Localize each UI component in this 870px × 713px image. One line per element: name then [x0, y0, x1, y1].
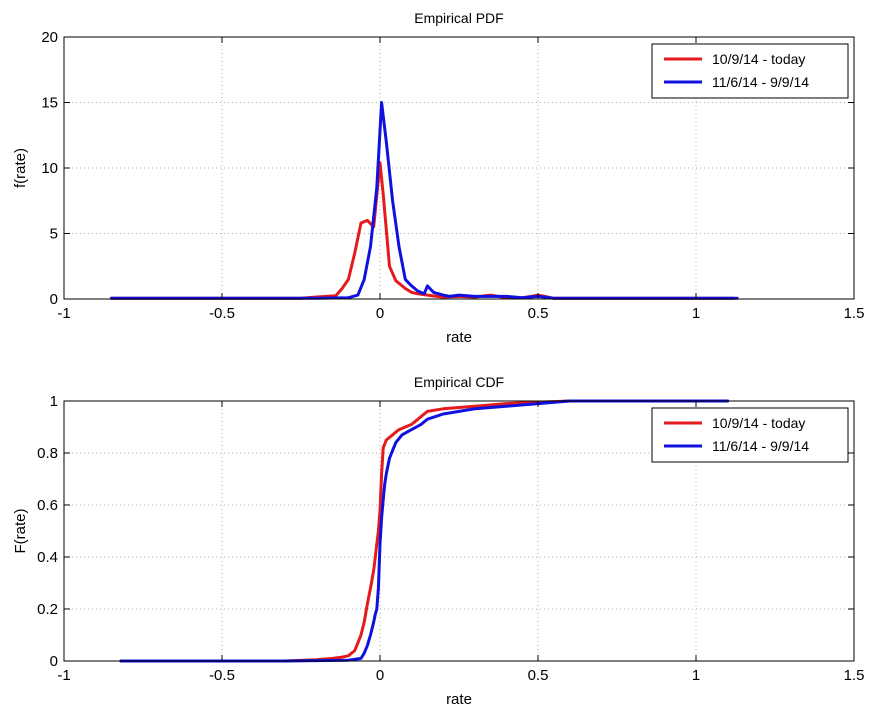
chart-title: Empirical PDF — [414, 10, 503, 26]
y-tick-label: 1 — [50, 393, 58, 410]
y-axis-label: f(rate) — [12, 148, 29, 188]
y-tick-label: 5 — [50, 226, 58, 243]
y-tick-label: 0.2 — [37, 601, 58, 618]
pdf-panel: -1 -0.5 0 0.5 1 1.5 0 5 10 15 20 Empirical PDF rate f… — [12, 10, 864, 346]
y-tick-label: 0.8 — [37, 445, 58, 462]
legend: 10/9/14 - today 11/6/14 - 9/9/14 — [651, 43, 849, 99]
chart-title: Empirical CDF — [414, 374, 504, 390]
legend-label: 11/6/14 - 9/9/14 — [712, 438, 809, 454]
y-tick-label: 0.4 — [37, 549, 58, 566]
series-line-1 — [119, 399, 730, 663]
y-axis-label: F(rate) — [12, 508, 29, 553]
x-tick-label: 1 — [692, 667, 700, 684]
axes-box — [63, 400, 855, 662]
y-tick-label: 15 — [41, 95, 58, 112]
x-tick-label: 0 — [376, 305, 384, 322]
y-tick-label: 0 — [50, 291, 58, 308]
legend-box — [651, 43, 849, 99]
x-tick-label: -1 — [57, 667, 70, 684]
series-line-2 — [119, 399, 730, 663]
x-axis-label: rate — [446, 691, 472, 708]
cdf-panel: -1 -0.5 0 0.5 1 1.5 0 0.2 0.4 0.6 0.8 1 Empirical CD… — [12, 374, 864, 708]
legend-label: 10/9/14 - today — [712, 51, 805, 67]
x-tick-label: 1.5 — [844, 667, 865, 684]
x-tick-label: -0.5 — [209, 305, 235, 322]
y-tick-label: 20 — [41, 29, 58, 46]
x-tick-label: -1 — [57, 305, 70, 322]
x-tick-label: -0.5 — [209, 667, 235, 684]
y-tick-label: 10 — [41, 160, 58, 177]
x-tick-label: 1.5 — [844, 305, 865, 322]
legend-label: 11/6/14 - 9/9/14 — [712, 74, 809, 90]
x-tick-label: 0.5 — [528, 667, 549, 684]
legend: 10/9/14 - today 11/6/14 - 9/9/14 — [651, 407, 849, 463]
x-axis-label: rate — [446, 329, 472, 346]
x-tick-label: 0 — [376, 667, 384, 684]
x-tick-label: 1 — [692, 305, 700, 322]
legend-label: 10/9/14 - today — [712, 415, 805, 431]
x-tick-label: 0.5 — [528, 305, 549, 322]
legend-box — [651, 407, 849, 463]
y-tick-label: 0.6 — [37, 497, 58, 514]
y-tick-label: 0 — [50, 653, 58, 670]
series-line-2 — [109, 101, 739, 300]
